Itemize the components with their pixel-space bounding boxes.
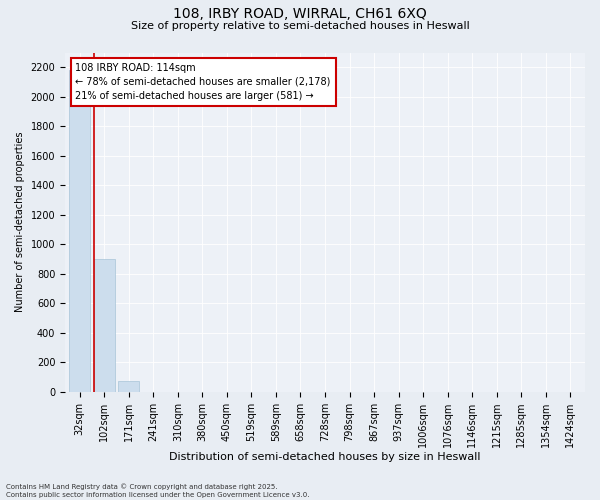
Text: Size of property relative to semi-detached houses in Heswall: Size of property relative to semi-detach…: [131, 21, 469, 31]
Text: 108 IRBY ROAD: 114sqm
← 78% of semi-detached houses are smaller (2,178)
21% of s: 108 IRBY ROAD: 114sqm ← 78% of semi-deta…: [76, 62, 331, 100]
Y-axis label: Number of semi-detached properties: Number of semi-detached properties: [15, 132, 25, 312]
Bar: [94, 259, 115, 392]
X-axis label: Distribution of semi-detached houses by size in Heswall: Distribution of semi-detached houses by …: [169, 452, 481, 462]
Bar: [118, 380, 139, 392]
Bar: [70, 70, 90, 392]
Text: 108, IRBY ROAD, WIRRAL, CH61 6XQ: 108, IRBY ROAD, WIRRAL, CH61 6XQ: [173, 8, 427, 22]
Text: Contains HM Land Registry data © Crown copyright and database right 2025.
Contai: Contains HM Land Registry data © Crown c…: [6, 483, 310, 498]
